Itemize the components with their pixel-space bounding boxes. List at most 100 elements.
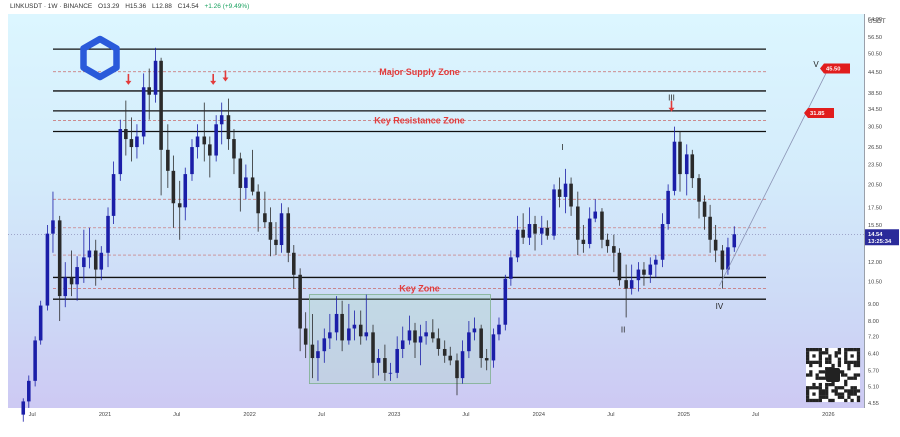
axis-unit-label: USDT bbox=[868, 18, 886, 25]
candle bbox=[347, 303, 351, 345]
candle-body bbox=[539, 227, 544, 234]
target-high-label-bg bbox=[820, 63, 850, 74]
qr-cell bbox=[809, 370, 813, 374]
candle-body bbox=[171, 170, 176, 204]
candle bbox=[51, 191, 55, 253]
candle-body bbox=[552, 189, 556, 236]
x-tick-label: Jul bbox=[607, 412, 614, 418]
candle-body bbox=[99, 252, 104, 270]
qr-cell bbox=[812, 360, 816, 364]
qr-cell bbox=[828, 360, 832, 364]
candle bbox=[587, 207, 592, 249]
y-tick-label: 5.10 bbox=[868, 384, 879, 390]
target-mid-label-text: 31.85 bbox=[810, 111, 825, 117]
candle bbox=[678, 131, 682, 192]
candle-body bbox=[448, 355, 453, 361]
candle bbox=[166, 124, 170, 188]
candle-body bbox=[69, 277, 74, 285]
candle-body bbox=[292, 252, 296, 275]
candle bbox=[214, 115, 218, 162]
candle bbox=[250, 149, 255, 196]
candle-body bbox=[678, 141, 682, 175]
qr-cell bbox=[818, 392, 822, 396]
qr-cell bbox=[850, 376, 854, 380]
symbol-label[interactable]: LINKUSDT · 1W · BINANCE bbox=[10, 3, 93, 10]
candle-body bbox=[208, 144, 212, 156]
candle bbox=[467, 321, 471, 359]
qr-cell bbox=[831, 382, 835, 387]
plot-area[interactable] bbox=[8, 14, 864, 408]
candle bbox=[648, 257, 653, 283]
qr-cell bbox=[856, 360, 861, 364]
qr-cell bbox=[847, 395, 851, 399]
candle-body bbox=[202, 136, 207, 145]
candle-body bbox=[57, 220, 62, 297]
qr-cell bbox=[856, 351, 861, 355]
qr-cell bbox=[840, 395, 845, 399]
candle-body bbox=[642, 269, 646, 275]
wave-label: II bbox=[621, 325, 625, 334]
candle-body bbox=[38, 305, 43, 341]
candle-body bbox=[371, 332, 375, 363]
consolidation-range-box bbox=[309, 294, 491, 385]
qr-cell bbox=[847, 392, 851, 396]
candle bbox=[563, 168, 568, 214]
candle-body bbox=[383, 358, 387, 373]
candle-body bbox=[45, 233, 50, 306]
candle-body bbox=[684, 154, 689, 175]
candle bbox=[515, 215, 520, 263]
qr-cell bbox=[850, 360, 854, 364]
qr-cell bbox=[815, 376, 819, 380]
candle bbox=[545, 220, 550, 240]
qr-cell bbox=[844, 357, 848, 361]
candle bbox=[45, 224, 50, 311]
candle-body bbox=[256, 191, 260, 214]
y-tick-label: 34.50 bbox=[868, 107, 882, 113]
qr-cell bbox=[850, 386, 854, 390]
close-value: C14.54 bbox=[177, 3, 199, 10]
candle-body bbox=[460, 351, 465, 379]
candle bbox=[21, 398, 26, 422]
candle-body bbox=[467, 332, 471, 352]
candle bbox=[690, 149, 695, 188]
candle-body bbox=[334, 313, 339, 333]
qr-cell bbox=[837, 392, 842, 396]
qr-cell bbox=[818, 395, 822, 399]
qr-cell bbox=[809, 398, 813, 403]
qr-cell bbox=[840, 373, 845, 377]
qr-cell bbox=[847, 360, 851, 364]
projection-line bbox=[719, 68, 829, 286]
candle bbox=[455, 353, 459, 396]
chainlink-logo-icon bbox=[80, 35, 120, 81]
qr-cell bbox=[856, 357, 861, 361]
qr-cell bbox=[818, 351, 822, 355]
qr-cell bbox=[834, 392, 838, 396]
candle bbox=[274, 222, 278, 256]
candle bbox=[190, 139, 194, 181]
qr-cell bbox=[856, 363, 861, 368]
candle bbox=[660, 213, 665, 268]
qr-cell bbox=[847, 389, 851, 393]
qr-cell bbox=[825, 392, 829, 396]
candle bbox=[376, 348, 381, 376]
candle bbox=[111, 161, 116, 225]
candle-body bbox=[310, 344, 315, 359]
candle bbox=[147, 68, 151, 120]
y-tick-label: 7.20 bbox=[868, 334, 879, 340]
qr-cell bbox=[821, 392, 826, 396]
candle bbox=[33, 336, 37, 387]
qr-cell bbox=[818, 386, 822, 390]
target-mid-label: 31.85 bbox=[804, 108, 834, 119]
qr-cell bbox=[844, 373, 848, 377]
candle-body bbox=[87, 250, 92, 258]
qr-cell bbox=[840, 386, 845, 390]
down-arrow-icon bbox=[668, 100, 675, 112]
candle bbox=[569, 177, 573, 216]
candle-body bbox=[298, 274, 302, 329]
candle-body bbox=[226, 115, 231, 140]
candle bbox=[720, 245, 725, 289]
candle-body bbox=[268, 222, 273, 240]
price-axis: 64.00 56.50 50.50 44.50 38.50 34.50 30.50 26.50… bbox=[865, 17, 899, 407]
